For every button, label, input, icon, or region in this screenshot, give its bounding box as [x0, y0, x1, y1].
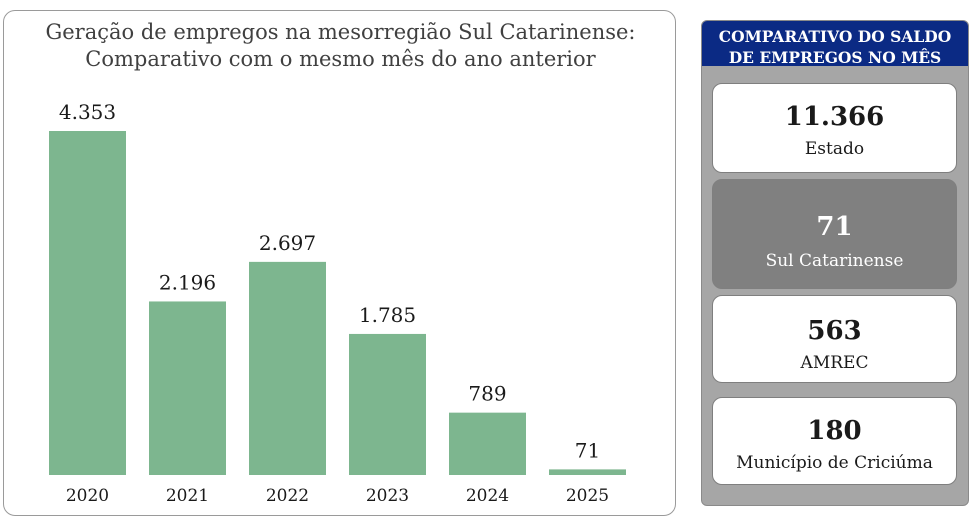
bar-chart: 4.353 2020 2.196 2021 2.697 2022 1.785 2023 789 2… [49, 100, 626, 506]
card-sul-catarinense: 71 Sul Catarinense [712, 179, 957, 289]
saldo-header-line1: COMPARATIVO DO SALDO [718, 27, 952, 46]
x-tick-2024: 2024 [466, 486, 509, 506]
card-sul-catarinense-value: 71 [816, 212, 853, 242]
card-criciuma-value: 180 [807, 416, 862, 446]
card-sul-catarinense-label: Sul Catarinense [765, 251, 904, 271]
card-estado: 11.366 Estado [712, 83, 957, 173]
chart-title: Geração de empregos na mesorregião Sul C… [45, 20, 636, 44]
x-tick-2023: 2023 [366, 486, 409, 506]
bar-2020 [49, 131, 126, 475]
card-criciuma: 180 Município de Criciúma [712, 397, 957, 485]
chart-title-block: Geração de empregos na mesorregião Sul C… [4, 19, 677, 73]
bar-2025 [549, 469, 626, 475]
chart-panel: Geração de empregos na mesorregião Sul C… [3, 10, 676, 516]
data-label-2023: 1.785 [359, 303, 416, 327]
chart-subtitle: Comparativo com o mesmo mês do ano anter… [85, 47, 596, 71]
data-label-2025: 71 [575, 438, 600, 462]
card-amrec: 563 AMREC [712, 295, 957, 383]
bar-2022 [249, 261, 326, 475]
card-criciuma-label: Município de Criciúma [736, 453, 933, 473]
x-tick-2021: 2021 [166, 486, 209, 506]
saldo-header-line2: DE EMPREGOS NO MÊS [728, 48, 942, 67]
x-tick-2022: 2022 [266, 486, 309, 506]
card-amrec-value: 563 [807, 316, 862, 346]
saldo-panel: COMPARATIVO DO SALDO DE EMPREGOS NO MÊS … [701, 20, 969, 506]
x-tick-2020: 2020 [66, 486, 109, 506]
saldo-header: COMPARATIVO DO SALDO DE EMPREGOS NO MÊS [702, 21, 968, 67]
x-tick-2025: 2025 [566, 486, 609, 506]
bar-2023 [349, 333, 426, 475]
card-estado-label: Estado [804, 139, 865, 159]
card-estado-value: 11.366 [784, 102, 885, 132]
bar-2024 [449, 412, 526, 475]
bar-2021 [149, 301, 226, 475]
data-label-2024: 789 [468, 382, 506, 406]
data-label-2022: 2.697 [259, 231, 316, 255]
data-label-2021: 2.196 [159, 270, 216, 294]
card-amrec-label: AMREC [800, 353, 869, 373]
data-label-2020: 4.353 [59, 100, 116, 124]
